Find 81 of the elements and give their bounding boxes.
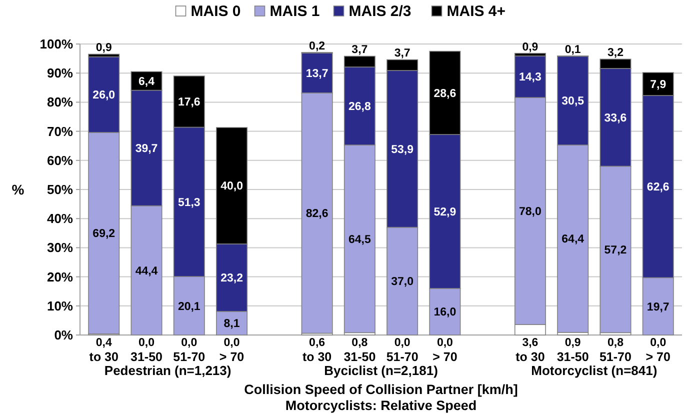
data-label: 53,9 [391, 144, 414, 156]
y-tick-label: 0% [54, 328, 74, 342]
data-label: 0,9 [522, 41, 538, 54]
legend-label: MAIS 4+ [446, 3, 506, 20]
legend-label: MAIS 1 [270, 3, 320, 20]
data-label: 0,4 [96, 337, 112, 349]
data-label: 0,2 [309, 40, 326, 52]
data-label: 64,4 [562, 234, 585, 246]
data-label: 26,0 [92, 90, 116, 102]
data-label: 0,9 [96, 42, 112, 54]
x-tick-label: 51-70 [386, 350, 418, 364]
data-label: 0,0 [224, 337, 240, 349]
data-label: 23,2 [220, 272, 243, 285]
data-label: 8,1 [224, 318, 240, 330]
x-tick-label: 31-50 [130, 350, 163, 364]
data-label: 0,6 [309, 337, 326, 349]
y-tick-label: 40% [46, 211, 74, 226]
y-tick-label: 90% [46, 66, 74, 81]
data-label: 3,7 [394, 48, 410, 60]
data-label: 0,9 [564, 337, 581, 349]
data-label: 78,0 [519, 206, 542, 218]
y-tick-label: 50% [46, 182, 74, 197]
data-label: 13,7 [306, 68, 328, 80]
data-label: 28,6 [434, 88, 456, 100]
y-tick-label: 60% [46, 152, 74, 168]
x-tick-label: to 30 [516, 350, 545, 364]
x-tick-label: to 30 [89, 350, 119, 364]
data-label: 0,8 [607, 337, 624, 349]
data-label: 69,2 [92, 228, 116, 240]
data-label: 33,6 [604, 112, 627, 124]
data-label: 7,9 [650, 79, 666, 92]
y-tick-label: 70% [46, 124, 74, 139]
y-axis-title: % [12, 182, 25, 198]
y-tick-label: 20% [46, 269, 74, 284]
data-label: 20,1 [178, 300, 201, 313]
x-tick-label: 31-50 [344, 350, 376, 364]
data-label: 26,8 [348, 100, 372, 113]
data-label: 3,2 [607, 47, 624, 60]
data-label: 40,0 [220, 180, 243, 193]
data-label: 0,0 [436, 337, 453, 349]
data-label: 62,6 [646, 182, 670, 194]
data-label: 82,6 [306, 208, 328, 220]
text: Motorcyclist (n=841) [531, 363, 658, 378]
legend-label: MAIS 2/3 [348, 3, 412, 20]
data-label: 37,0 [391, 276, 414, 288]
data-label: 30,5 [562, 96, 585, 108]
x-tick-label: 51-70 [173, 350, 206, 364]
x-tick-label: > 70 [432, 350, 458, 364]
y-tick-label: 80% [46, 94, 74, 110]
data-label: 0,0 [181, 337, 198, 349]
y-tick-label: 30% [46, 240, 74, 256]
data-label: 0,1 [564, 44, 582, 56]
text: Byciclist (n=2,181) [324, 363, 438, 378]
text: Motorcyclists: Relative Speed [285, 398, 477, 413]
data-label: 52,9 [434, 206, 456, 218]
data-label: 16,0 [434, 306, 456, 319]
text: Pedestrian (n=1,213) [104, 363, 232, 378]
x-tick-label: > 70 [646, 350, 671, 364]
x-tick-label: to 30 [302, 350, 332, 364]
data-label: 19,7 [646, 301, 670, 314]
data-label: 6,4 [138, 76, 156, 88]
data-label: 0,0 [394, 337, 410, 349]
x-tick-label: 31-50 [556, 350, 589, 364]
legend-label: MAIS 0 [190, 3, 241, 20]
data-label: 57,2 [604, 244, 627, 256]
data-label: 14,3 [519, 72, 542, 84]
data-label: 3,7 [352, 44, 368, 56]
x-tick-label: > 70 [219, 350, 244, 364]
data-label: 0,8 [352, 337, 368, 349]
data-label: 39,7 [135, 143, 158, 156]
y-tick-label: 10% [46, 298, 74, 314]
data-label: 0,0 [138, 337, 155, 349]
data-label: 0,0 [650, 337, 666, 349]
data-label: 3,6 [522, 337, 538, 349]
x-tick-label: 51-70 [600, 350, 632, 364]
data-label: 64,5 [348, 234, 372, 246]
x-axis-title: Collision Speed of Collision Partner [km/h] [244, 382, 518, 397]
data-label: 51,3 [178, 196, 200, 209]
y-tick-label: 100% [40, 36, 74, 52]
data-label: 44,4 [135, 265, 158, 278]
data-label: 17,6 [178, 96, 200, 109]
